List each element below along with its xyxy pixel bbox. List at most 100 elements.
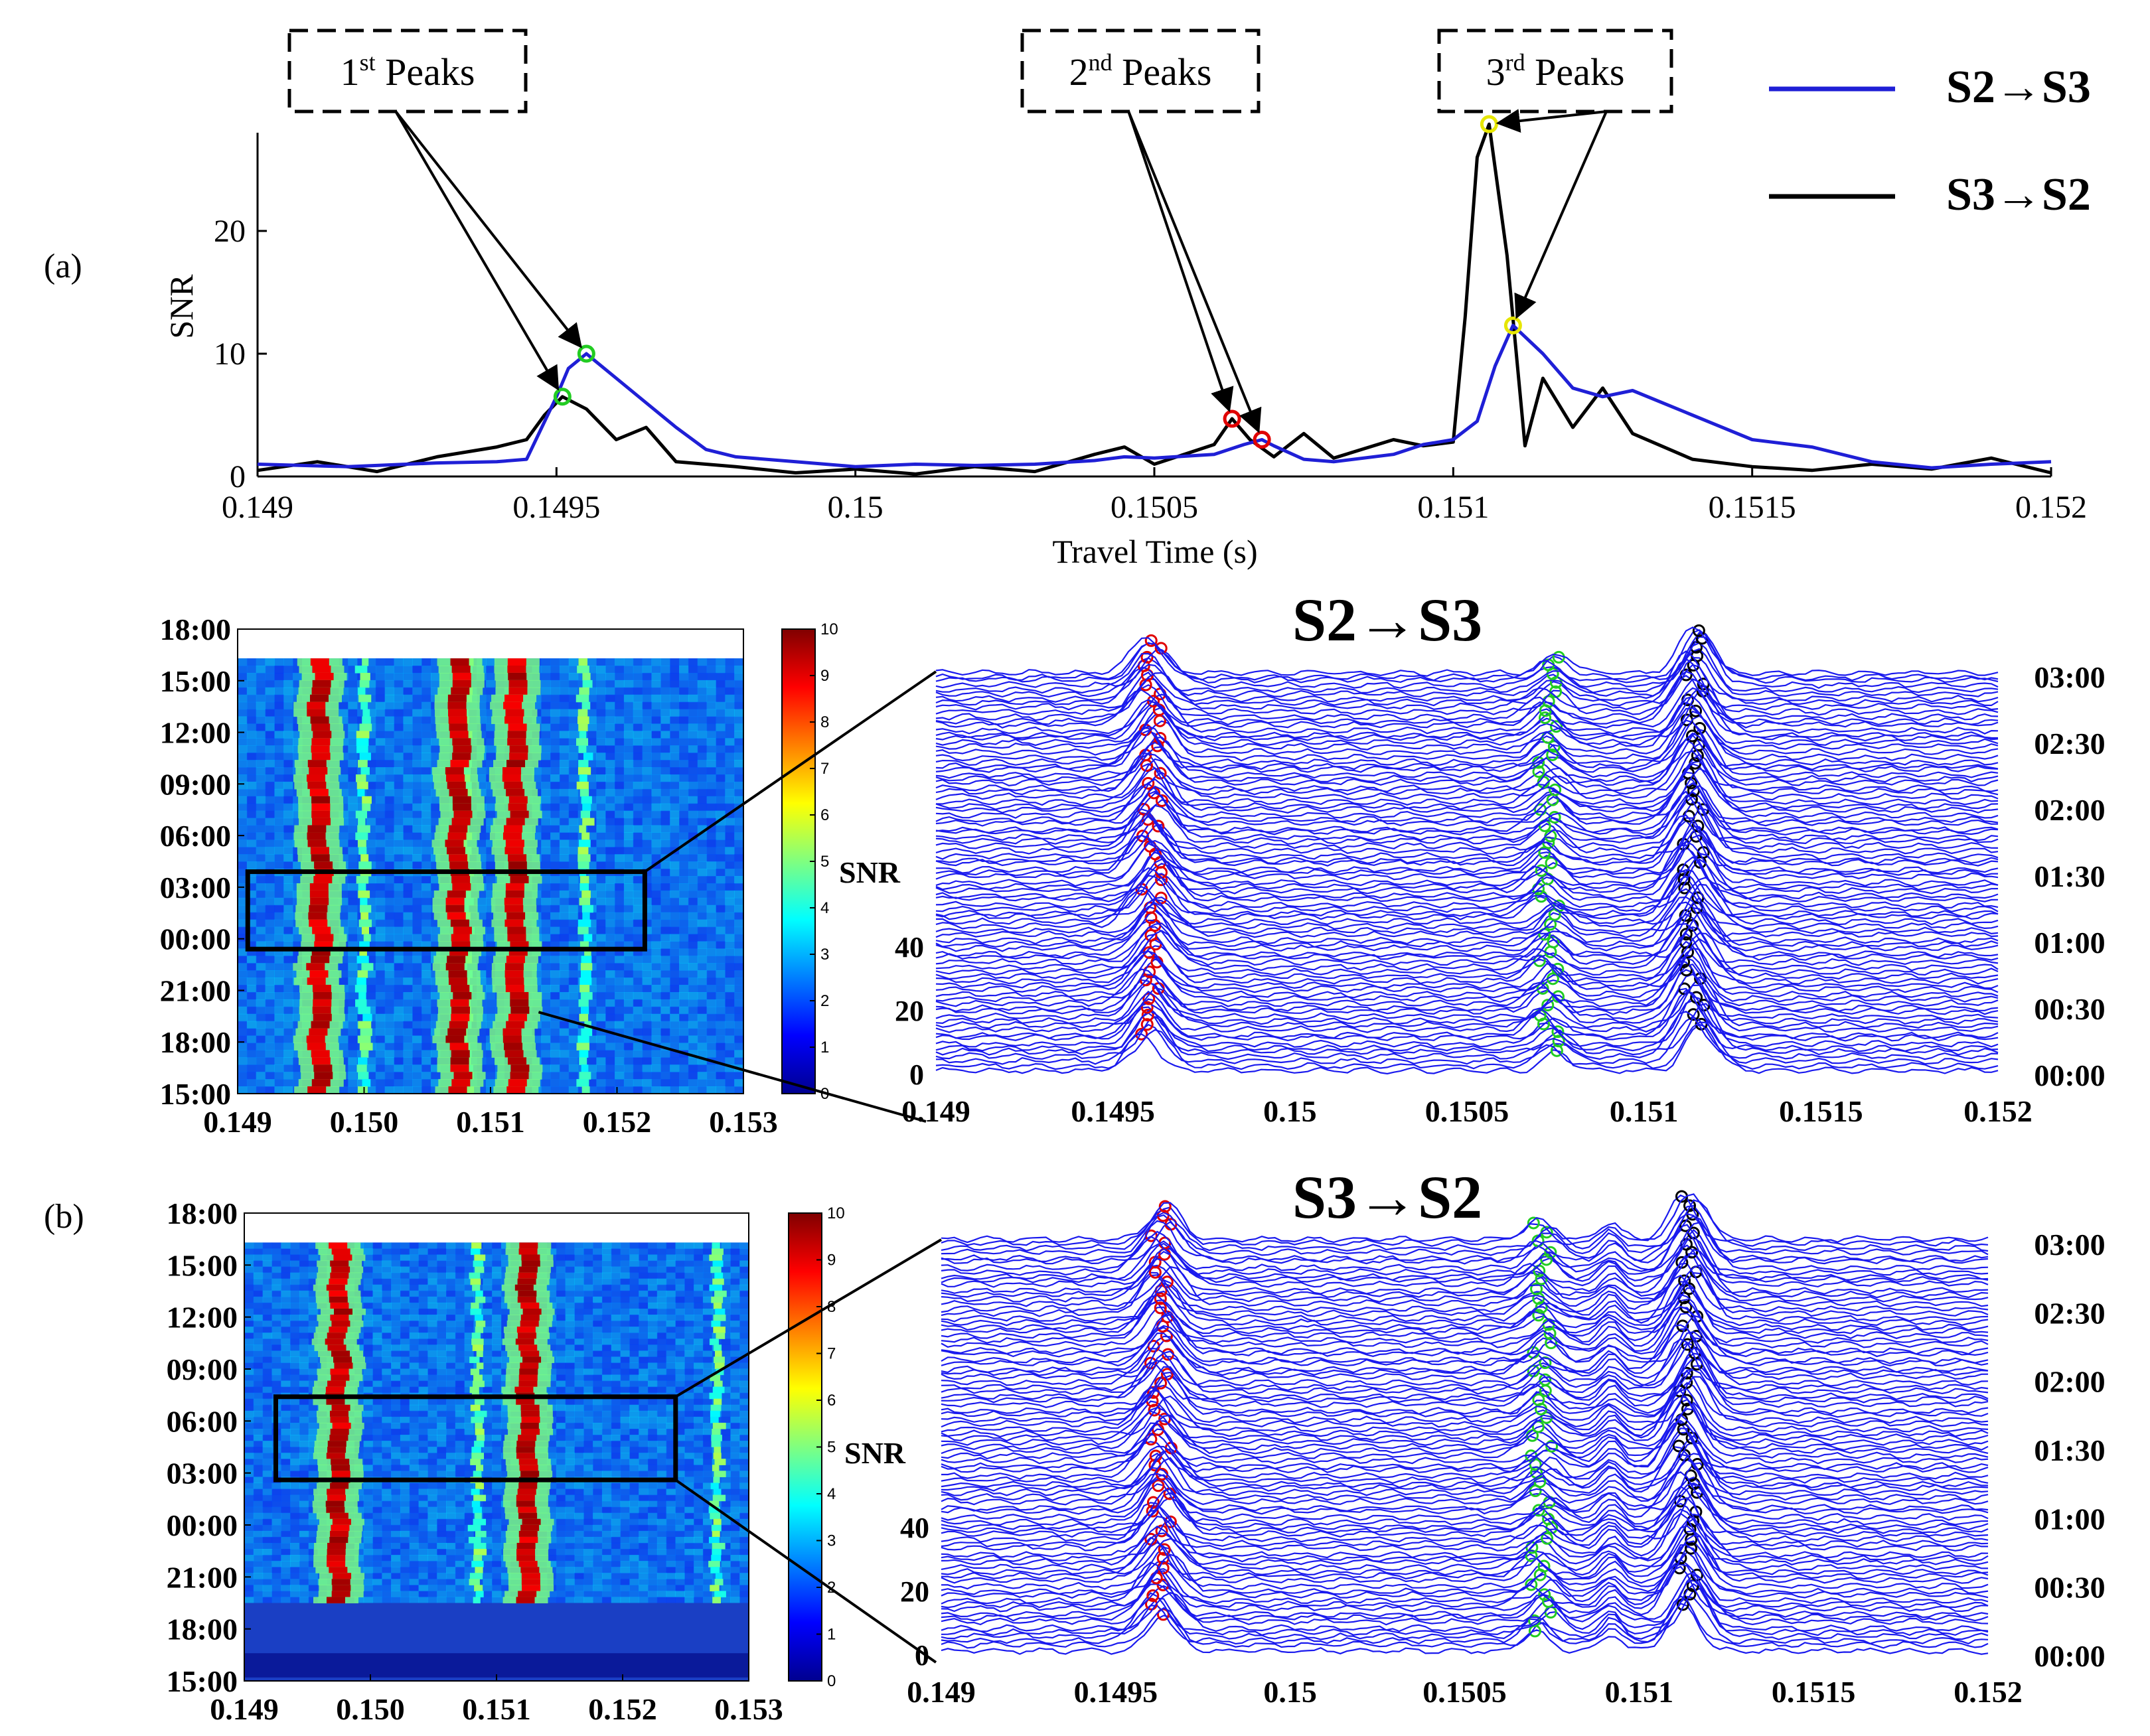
heatmap-cell bbox=[587, 876, 597, 884]
heatmap-cell bbox=[271, 1327, 281, 1333]
heatmap-cell bbox=[366, 701, 376, 710]
heatmap-cell bbox=[375, 934, 386, 942]
heatmap-cell bbox=[418, 1302, 428, 1309]
heatmap-cell bbox=[623, 1028, 634, 1037]
heatmap-y-tick-label: 09:00 bbox=[160, 767, 231, 801]
heatmap-cell bbox=[568, 658, 579, 666]
heatmap-cell bbox=[706, 738, 717, 746]
peak-annotation-arrow bbox=[1127, 111, 1234, 413]
heatmap-cell bbox=[620, 1321, 630, 1327]
heatmap-cell bbox=[697, 854, 708, 862]
heatmap-cell bbox=[615, 839, 625, 847]
heatmap-minor-stripe bbox=[579, 1013, 589, 1022]
heatmap-peak-stripe bbox=[447, 701, 467, 710]
heatmap-cell bbox=[596, 919, 606, 928]
heatmap-cell bbox=[271, 1272, 281, 1279]
heatmap-cell bbox=[437, 1290, 447, 1297]
heatmap-cell bbox=[477, 825, 487, 833]
heatmap-cell bbox=[366, 912, 376, 920]
heatmap-cell bbox=[348, 767, 358, 775]
heatmap-peak-stripe bbox=[311, 1057, 331, 1065]
heatmap-cell bbox=[679, 723, 689, 731]
heatmap-cell bbox=[633, 1057, 643, 1065]
heatmap-cell bbox=[697, 1006, 708, 1015]
heatmap-cell bbox=[477, 723, 487, 731]
heatmap-cell bbox=[403, 672, 413, 681]
heatmap-cell bbox=[568, 861, 579, 869]
heatmap-peak-stripe bbox=[307, 839, 327, 847]
heatmap-cell bbox=[348, 680, 358, 688]
heatmap-cell bbox=[679, 883, 689, 891]
heatmap-cell bbox=[290, 1321, 300, 1327]
heatmap-cell bbox=[734, 854, 744, 862]
heatmap-cell bbox=[403, 839, 413, 847]
heatmap-cell bbox=[412, 701, 422, 710]
heatmap-cell bbox=[688, 861, 698, 869]
heatmap-cell bbox=[384, 753, 395, 760]
heatmap-cell bbox=[366, 818, 376, 826]
heatmap-cell bbox=[642, 1086, 653, 1094]
heatmap-cell bbox=[348, 810, 358, 819]
heatmap-cell bbox=[437, 1308, 447, 1315]
heatmap-cell bbox=[422, 977, 431, 985]
heatmap-cell bbox=[706, 912, 717, 920]
heatmap-cell bbox=[583, 1315, 593, 1321]
heatmap-cell bbox=[694, 1290, 704, 1297]
heatmap-cell bbox=[372, 1327, 382, 1333]
heatmap-cell bbox=[601, 1260, 612, 1267]
heatmap-y-tick-label: 15:00 bbox=[160, 664, 231, 698]
heatmap-cell bbox=[605, 731, 615, 739]
waterfall-trace bbox=[935, 938, 1999, 989]
heatmap-cell bbox=[256, 926, 266, 935]
heatmap-cell bbox=[651, 941, 661, 949]
heatmap-cell bbox=[403, 818, 413, 826]
heatmap-cell bbox=[283, 1086, 293, 1094]
heatmap-cell bbox=[281, 1278, 291, 1285]
heatmap-cell bbox=[384, 883, 395, 891]
heatmap-cell bbox=[568, 956, 579, 964]
heatmap-cell bbox=[730, 1284, 740, 1291]
heatmap-cell bbox=[372, 1254, 382, 1262]
heatmap-cell bbox=[256, 1050, 266, 1058]
heatmap-cell bbox=[605, 1072, 615, 1080]
heatmap-cell bbox=[477, 904, 487, 913]
heatmap-cell bbox=[648, 1321, 658, 1327]
heatmap-cell bbox=[281, 1327, 291, 1333]
heatmap-cell bbox=[541, 745, 551, 753]
heatmap-cell bbox=[283, 687, 293, 695]
heatmap-minor-stripe bbox=[577, 716, 589, 725]
heatmap-cell bbox=[706, 1035, 717, 1044]
colorbar-tick-label: 9 bbox=[820, 667, 829, 685]
heatmap-cell bbox=[596, 970, 606, 978]
heatmap-peak-stripe bbox=[510, 1072, 529, 1080]
heatmap-cell bbox=[541, 672, 551, 681]
heatmap-cell bbox=[688, 658, 698, 666]
heatmap-cell bbox=[464, 1260, 475, 1267]
heatmap-cell bbox=[730, 1242, 740, 1250]
waterfall-trace bbox=[935, 650, 1999, 703]
heatmap-cell bbox=[541, 854, 551, 862]
heatmap-cell bbox=[422, 818, 431, 826]
waterfall-peak-marker bbox=[1549, 783, 1562, 796]
waterfall-trace bbox=[935, 710, 1999, 762]
heatmap-cell bbox=[265, 977, 275, 985]
heatmap-cell bbox=[293, 1079, 303, 1087]
heatmap-cell bbox=[290, 1278, 300, 1285]
heatmap-cell bbox=[238, 977, 248, 985]
heatmap-cell bbox=[253, 1327, 264, 1333]
heatmap-cell bbox=[541, 948, 551, 956]
heatmap-cell bbox=[394, 701, 404, 710]
heatmap-cell bbox=[412, 912, 422, 920]
heatmap-cell bbox=[283, 1057, 293, 1065]
heatmap-cell bbox=[375, 876, 386, 884]
waterfall-trace bbox=[935, 685, 1999, 735]
heatmap-cell bbox=[422, 687, 431, 695]
heatmap-cell bbox=[384, 709, 395, 717]
heatmap-cell bbox=[550, 680, 560, 688]
heatmap-cell bbox=[550, 977, 560, 985]
heatmap-cell bbox=[246, 1050, 257, 1058]
heatmap-cell bbox=[716, 890, 726, 899]
heatmap-cell bbox=[384, 716, 395, 725]
heatmap-cell bbox=[446, 1296, 456, 1303]
heatmap-cell bbox=[697, 774, 708, 782]
